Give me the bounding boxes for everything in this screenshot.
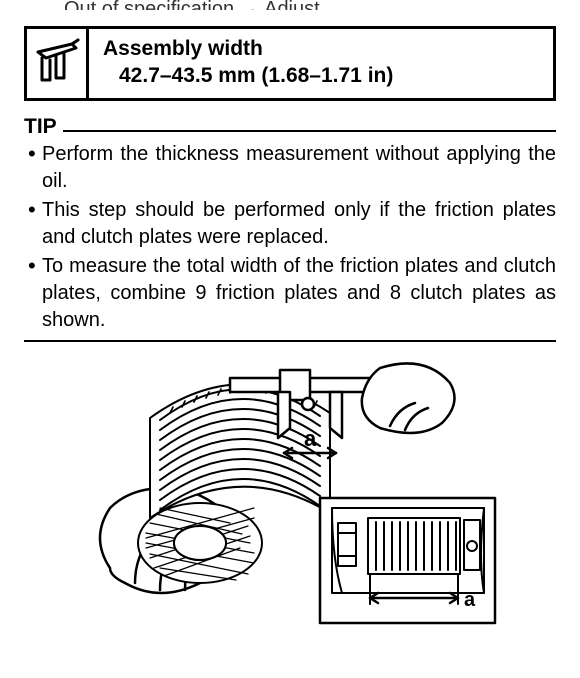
tip-header: TIP xyxy=(24,115,556,139)
spec-box: Assembly width 42.7–43.5 mm (1.68–1.71 i… xyxy=(24,26,556,101)
spec-value: 42.7–43.5 mm (1.68–1.71 in) xyxy=(103,62,393,89)
divider xyxy=(24,340,556,342)
dimension-label-a: a xyxy=(304,426,317,451)
tip-item: Perform the thickness measurement withou… xyxy=(28,141,556,195)
tip-item: To measure the total width of the fricti… xyxy=(28,253,556,334)
caliper-icon xyxy=(27,29,89,98)
cutoff-previous-line: Out of specification → Adjust. xyxy=(24,0,556,10)
dimension-label-a-inset: a xyxy=(464,589,476,611)
tip-rule xyxy=(63,122,556,132)
tip-item: This step should be performed only if th… xyxy=(28,197,556,251)
spec-text: Assembly width 42.7–43.5 mm (1.68–1.71 i… xyxy=(89,29,403,98)
tip-list: Perform the thickness measurement withou… xyxy=(24,141,556,334)
tip-heading: TIP xyxy=(24,115,63,139)
figure: a xyxy=(24,354,556,638)
spec-label: Assembly width xyxy=(103,35,393,62)
